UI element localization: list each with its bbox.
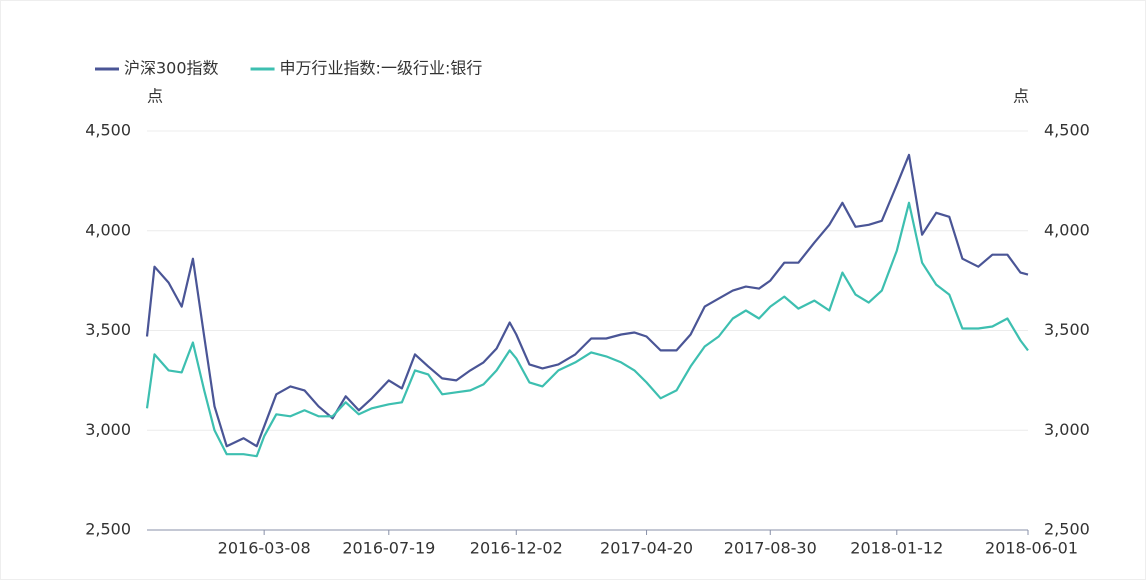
y2-tick-label: 3,000: [1044, 420, 1090, 439]
x-tick-label: 2018-01-12: [850, 539, 943, 558]
y2-unit: 点: [1013, 87, 1029, 106]
series-line: [145, 153, 1029, 448]
x-tick-label: 2018-06-01: [985, 539, 1078, 558]
y2-tick-label: 4,500: [1044, 121, 1090, 140]
y2-tick-label: 2,500: [1044, 520, 1090, 539]
series-line: [145, 201, 1029, 458]
x-tick-label: 2017-04-20: [600, 539, 693, 558]
legend-label: 申万行业指数:一级行业:银行: [280, 59, 483, 78]
y-tick-label: 4,000: [85, 220, 131, 239]
y-tick-label: 4,500: [85, 121, 131, 140]
y2-tick-label: 3,500: [1044, 320, 1090, 339]
x-tick-label: 2016-12-02: [470, 539, 563, 558]
x-tick-label: 2016-07-19: [342, 539, 435, 558]
y-unit: 点: [147, 87, 163, 106]
x-tick-label: 2017-08-30: [724, 539, 817, 558]
y-tick-label: 2,500: [85, 520, 131, 539]
y-tick-label: 3,500: [85, 320, 131, 339]
y2-tick-label: 4,000: [1044, 220, 1090, 239]
legend-label: 沪深300指数: [124, 59, 219, 78]
y-tick-label: 3,000: [85, 420, 131, 439]
x-tick-label: 2016-03-08: [218, 539, 311, 558]
